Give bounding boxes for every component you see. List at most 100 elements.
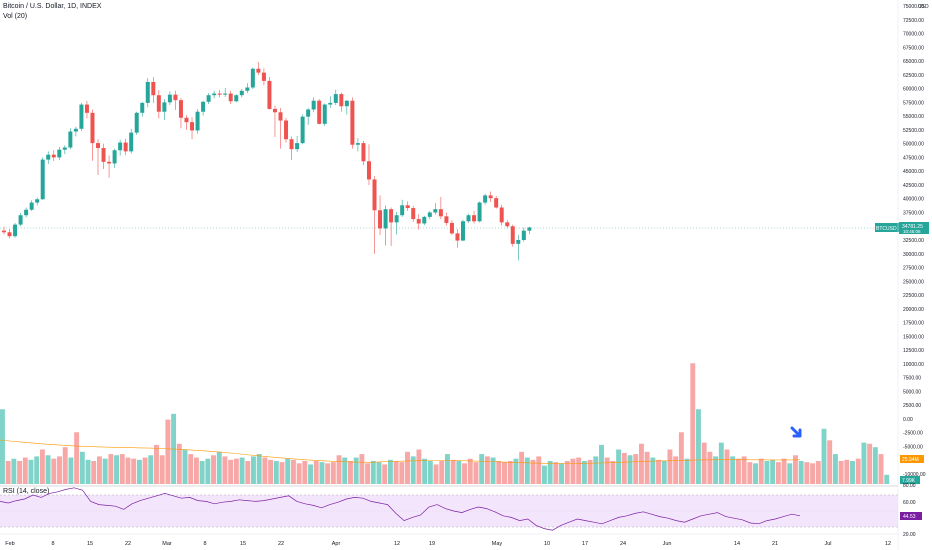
- price-tick-label: 50000.00: [903, 142, 924, 148]
- volume-bar: [564, 461, 570, 484]
- price-tick-label: 55000.00: [903, 114, 924, 120]
- volume-bar: [279, 462, 285, 484]
- volume-bar: [365, 463, 371, 484]
- symbol-legend[interactable]: Bitcoin / U.S. Dollar, 1D, INDEX: [3, 3, 102, 10]
- volume-bar: [427, 461, 433, 484]
- volume-bar: [405, 451, 410, 484]
- time-tick-label: 10: [544, 541, 550, 547]
- candle-body: [295, 143, 300, 150]
- candle-body: [411, 208, 416, 220]
- volume-bar: [827, 440, 833, 484]
- volume-bar: [233, 458, 239, 484]
- volume-bar: [85, 459, 91, 484]
- time-tick-label: 17: [582, 541, 588, 547]
- volume-bar: [633, 454, 639, 484]
- volume-bar: [79, 451, 85, 484]
- volume-bar: [34, 456, 40, 484]
- price-tick-label: 15000.00: [903, 334, 924, 340]
- volume-bar: [867, 443, 873, 484]
- volume-bar: [193, 457, 199, 484]
- candle-body: [223, 93, 228, 95]
- time-tick-label: 19: [429, 541, 435, 547]
- candle-body: [51, 154, 56, 158]
- candle-body: [201, 101, 206, 112]
- volume-bar: [581, 461, 587, 484]
- volume-bar: [114, 455, 120, 484]
- time-tick-label: Feb: [5, 541, 14, 547]
- candle-body: [383, 209, 388, 229]
- volume-bar: [439, 461, 445, 484]
- price-tick-label: -10000.00: [903, 472, 926, 478]
- candle-body: [167, 94, 172, 103]
- time-tick-label: Apr: [332, 541, 341, 547]
- volume-bar: [22, 457, 28, 484]
- time-axis[interactable]: Feb 8 15 22 Mar 8 15 22 Apr 12 19 May 10 17 24 Jun 14 21 J…: [5, 541, 891, 547]
- volume-bar: [370, 461, 376, 484]
- candle-body: [510, 226, 515, 244]
- price-tick-label: 75000.00: [903, 4, 924, 10]
- volume-bar: [530, 459, 536, 484]
- volume-bar: [68, 457, 74, 484]
- candle-body: [123, 142, 128, 152]
- candle-body: [118, 142, 123, 151]
- volume-bar: [701, 442, 707, 484]
- volume-bar: [445, 454, 450, 484]
- volume-bar: [559, 463, 565, 484]
- volume-bar: [616, 449, 622, 484]
- volume-bar: [861, 442, 867, 484]
- candle-body: [488, 195, 493, 199]
- volume-bar: [821, 428, 827, 484]
- time-tick-label: 22: [125, 541, 131, 547]
- arrow-annotation-icon[interactable]: [790, 426, 802, 438]
- candle-body: [212, 93, 217, 96]
- price-tick-label: 12500.00: [903, 348, 924, 354]
- volume-bar: [718, 442, 724, 484]
- volume-bar: [39, 449, 45, 484]
- volume-bar: [850, 461, 855, 484]
- volume-bar: [553, 462, 559, 484]
- candle-body: [306, 109, 311, 117]
- volume-bar: [599, 444, 604, 484]
- candle-body: [24, 209, 29, 216]
- volume-bar: [154, 444, 159, 484]
- candle-body: [162, 102, 167, 112]
- price-tick-label: 70000.00: [903, 32, 924, 38]
- volume-bar: [610, 461, 616, 484]
- volume-bar: [131, 458, 137, 484]
- candle-body: [129, 132, 134, 152]
- candle-body: [140, 102, 145, 113]
- volume-ma-line: [0, 439, 801, 464]
- volume-bar: [245, 461, 251, 484]
- volume-bar: [547, 461, 553, 484]
- volume-bar: [125, 457, 131, 484]
- volume-bar: [456, 461, 462, 484]
- price-tick-label: 62500.00: [903, 73, 924, 79]
- candle-body: [272, 108, 277, 113]
- time-tick-label: 14: [734, 541, 740, 547]
- volume-bar: [313, 461, 319, 484]
- volume-bar: [696, 409, 701, 484]
- volume-bar: [199, 461, 205, 484]
- volume-legend[interactable]: Vol (20): [3, 13, 28, 20]
- volume-bar: [638, 443, 644, 484]
- candle-body: [250, 68, 255, 88]
- candle-body: [333, 94, 338, 103]
- candle-body: [7, 232, 12, 237]
- price-axis[interactable]: 75000.00 72500.00 70000.00 67500.00 65000.00…: [903, 4, 926, 478]
- volume-bar: [764, 461, 770, 484]
- candle-body: [29, 202, 34, 210]
- volume-bar: [0, 409, 5, 484]
- rsi-legend[interactable]: RSI (14, close): [3, 488, 50, 495]
- candle-body: [289, 139, 294, 150]
- time-tick-label: 15: [87, 541, 93, 547]
- time-tick-label: 21: [772, 541, 778, 547]
- volume-bar: [422, 458, 428, 484]
- candle-body: [350, 100, 355, 145]
- volume-bar: [770, 459, 776, 484]
- volume-bar: [593, 456, 599, 484]
- volume-bar: [747, 462, 753, 484]
- volume-bar: [74, 432, 80, 484]
- candle-body: [57, 149, 62, 158]
